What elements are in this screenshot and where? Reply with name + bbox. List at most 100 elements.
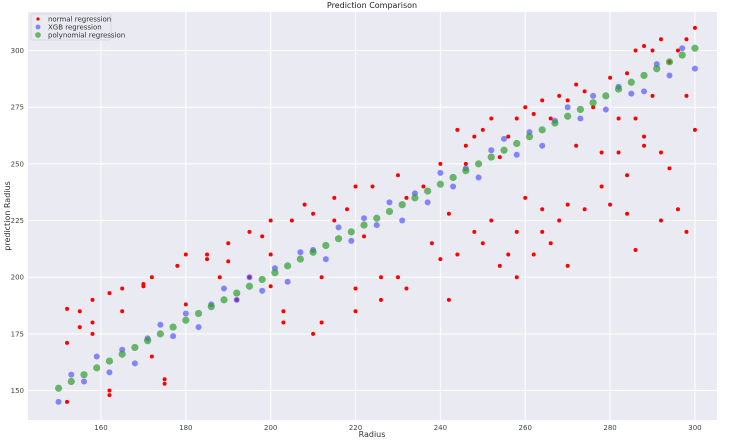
y-tick-label: 300	[11, 47, 24, 55]
point-normal-regression	[608, 202, 613, 207]
point-normal-regression	[514, 229, 519, 234]
point-XGB-regression	[602, 106, 609, 113]
point-normal-regression	[260, 234, 265, 239]
point-polynomial-regression	[347, 228, 355, 236]
point-XGB-regression	[361, 215, 368, 222]
point-normal-regression	[319, 275, 324, 280]
plot-area	[28, 12, 717, 420]
legend-entry: polynomial regression	[48, 31, 125, 39]
x-tick-label: 200	[264, 424, 277, 432]
point-XGB-regression	[386, 199, 393, 206]
point-normal-regression	[90, 320, 95, 325]
point-normal-regression	[540, 207, 545, 212]
point-normal-regression	[281, 309, 286, 314]
point-normal-regression	[268, 218, 273, 223]
point-normal-regression	[302, 202, 307, 207]
point-normal-regression	[608, 75, 613, 80]
point-normal-regression	[332, 195, 337, 200]
point-polynomial-regression	[398, 201, 406, 209]
point-polynomial-regression	[627, 78, 635, 86]
x-tick-label: 160	[94, 424, 107, 432]
point-XGB-regression	[131, 360, 138, 367]
point-normal-regression	[650, 93, 655, 98]
point-XGB-regression	[81, 378, 88, 385]
point-normal-regression	[557, 218, 562, 223]
point-normal-regression	[574, 82, 579, 87]
point-polynomial-regression	[691, 44, 699, 52]
point-normal-regression	[311, 331, 316, 336]
point-normal-regression	[90, 331, 95, 336]
point-polynomial-regression	[271, 269, 279, 277]
point-normal-regression	[591, 105, 596, 110]
point-normal-regression	[582, 207, 587, 212]
point-polynomial-regression	[144, 337, 152, 345]
point-normal-regression	[378, 297, 383, 302]
point-normal-regression	[421, 184, 426, 189]
point-XGB-regression	[335, 224, 342, 231]
point-polynomial-regression	[156, 330, 164, 338]
point-normal-regression	[658, 150, 663, 155]
point-XGB-regression	[539, 142, 546, 149]
point-XGB-regression	[322, 256, 329, 263]
x-tick-label: 180	[179, 424, 192, 432]
point-normal-regression	[205, 257, 210, 262]
point-polynomial-regression	[80, 371, 88, 379]
point-normal-regression	[120, 286, 125, 291]
gridlines	[28, 12, 717, 420]
point-normal-regression	[658, 218, 663, 223]
point-polynomial-regression	[309, 248, 317, 256]
point-normal-regression	[684, 229, 689, 234]
point-normal-regression	[446, 297, 451, 302]
point-normal-regression	[565, 202, 570, 207]
point-polynomial-regression	[564, 112, 572, 120]
point-normal-regression	[395, 173, 400, 178]
point-normal-regression	[463, 161, 468, 166]
point-normal-regression	[65, 340, 70, 345]
point-normal-regression	[489, 116, 494, 121]
point-normal-regression	[149, 275, 154, 280]
point-polynomial-regression	[462, 167, 470, 175]
point-XGB-regression	[195, 324, 202, 331]
chart-title: Prediction Comparison	[327, 1, 417, 10]
point-normal-regression	[616, 116, 621, 121]
point-normal-regression	[684, 93, 689, 98]
point-polynomial-regression	[525, 133, 534, 141]
point-polynomial-regression	[360, 221, 368, 229]
point-XGB-regression	[450, 183, 457, 190]
point-normal-regression	[642, 134, 647, 139]
legend-entry: normal regression	[48, 15, 111, 23]
point-XGB-regression	[373, 222, 380, 229]
point-normal-regression	[463, 143, 468, 148]
point-XGB-regression	[628, 90, 635, 97]
point-normal-regression	[268, 284, 273, 289]
point-polynomial-regression	[411, 194, 419, 202]
point-normal-regression	[633, 48, 638, 53]
point-normal-regression	[489, 218, 494, 223]
legend-marker	[35, 24, 41, 30]
point-normal-regression	[523, 195, 528, 200]
x-tick-label: 260	[519, 424, 532, 432]
point-normal-regression	[345, 207, 350, 212]
point-normal-regression	[107, 388, 112, 393]
point-polynomial-regression	[322, 241, 330, 250]
point-normal-regression	[625, 173, 630, 178]
point-normal-regression	[472, 229, 477, 234]
point-normal-regression	[65, 306, 70, 311]
data-points	[54, 25, 699, 405]
x-tick-label: 240	[434, 424, 447, 432]
point-normal-regression	[497, 263, 502, 268]
point-normal-regression	[332, 218, 337, 223]
point-polynomial-regression	[54, 384, 63, 392]
x-tick-label: 300	[688, 424, 701, 432]
point-polynomial-regression	[640, 71, 648, 80]
point-polynomial-regression	[67, 377, 75, 386]
point-normal-regression	[497, 155, 502, 160]
point-normal-regression	[107, 393, 112, 398]
point-normal-regression	[692, 127, 697, 132]
point-normal-regression	[472, 134, 477, 139]
point-XGB-regression	[284, 278, 291, 285]
point-normal-regression	[120, 309, 125, 314]
point-normal-regression	[548, 116, 553, 121]
